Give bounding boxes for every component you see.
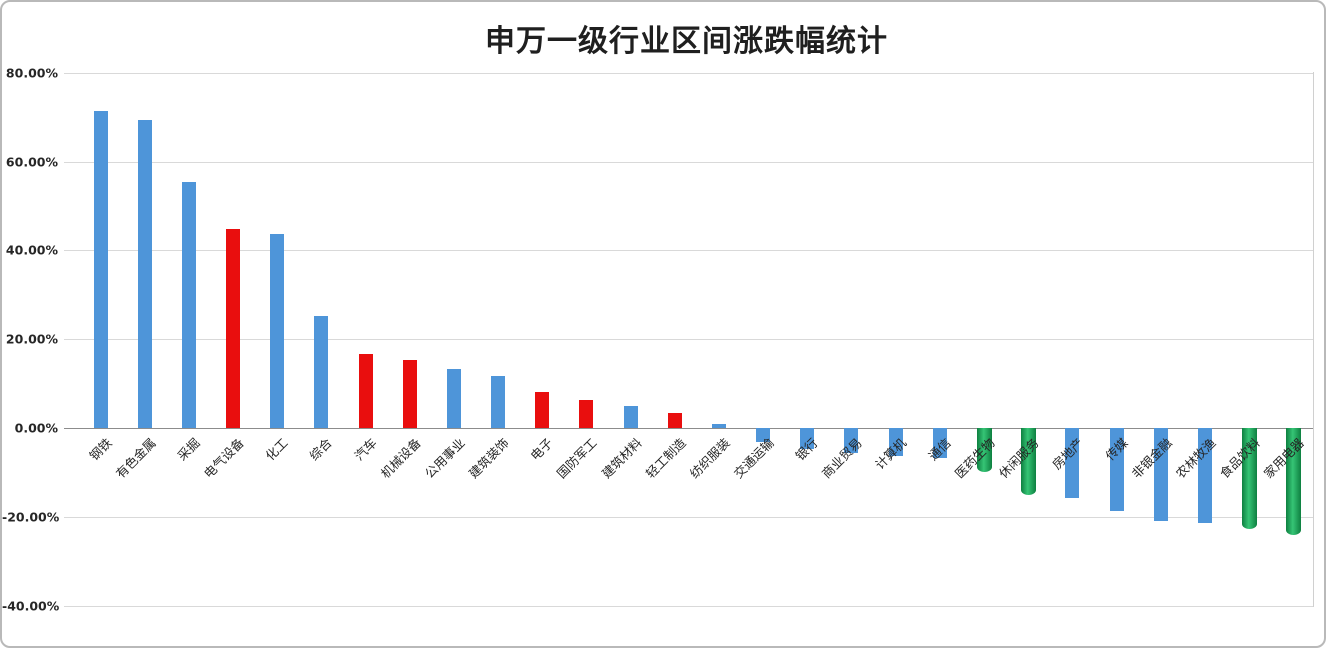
gridline xyxy=(64,161,1313,163)
x-axis-category-label: 纺织服装 xyxy=(686,435,733,482)
x-axis-category-label: 有色金属 xyxy=(112,435,159,482)
x-axis-category-label: 化工 xyxy=(262,435,292,464)
x-axis-category-label: 建筑材料 xyxy=(598,435,645,482)
y-axis-tick-label: 40.00% xyxy=(5,242,58,258)
chart-bar xyxy=(1242,428,1258,530)
chart-bar xyxy=(623,406,638,428)
chart-bar xyxy=(800,428,815,450)
x-axis-category-label: 轻工制造 xyxy=(642,435,689,482)
chart-bar xyxy=(977,428,992,473)
chart-bar xyxy=(93,110,108,428)
x-axis-category-label: 电气设备 xyxy=(200,435,247,482)
chart-bar xyxy=(888,428,903,456)
chart-bar xyxy=(226,229,241,428)
chart-bar xyxy=(711,423,726,428)
x-axis-category-label: 国防军工 xyxy=(554,435,601,482)
chart-bar xyxy=(756,428,771,443)
chart-bar xyxy=(446,368,461,428)
chart-bar xyxy=(137,119,152,428)
x-axis-category-label: 机械设备 xyxy=(377,435,424,482)
chart-bar xyxy=(181,182,196,428)
x-axis-category-label: 公用事业 xyxy=(421,435,468,482)
chart-bar xyxy=(667,413,682,428)
gridline xyxy=(64,339,1313,341)
chart-bar xyxy=(270,233,285,428)
x-axis-category-label: 电子 xyxy=(527,435,557,464)
x-axis-category-label: 通信 xyxy=(925,435,954,464)
chart-bar xyxy=(1286,428,1302,535)
x-axis-category-label: 钢铁 xyxy=(86,435,115,464)
x-axis-category-label: 农林牧渔 xyxy=(1172,435,1219,482)
chart-bar xyxy=(358,353,373,428)
chart-bar xyxy=(1197,428,1212,524)
gridline xyxy=(64,516,1313,518)
y-axis-tick-label: 0.00% xyxy=(14,420,58,436)
x-axis-category-label: 非银金融 xyxy=(1128,435,1175,482)
chart-bar xyxy=(932,428,947,459)
chart-bar xyxy=(1153,428,1168,522)
chart-bar xyxy=(491,375,506,428)
chart-bar xyxy=(844,428,859,454)
chart-bar xyxy=(1109,428,1124,511)
gridline xyxy=(64,250,1313,252)
zero-axis-line xyxy=(64,428,1313,429)
chart-bar xyxy=(314,315,329,428)
chart-bar xyxy=(535,392,550,428)
chart-bar xyxy=(1065,428,1080,498)
y-axis-tick-label: -40.00% xyxy=(2,598,60,614)
y-axis-tick-label: -20.00% xyxy=(2,509,60,525)
y-axis-tick-label: 20.00% xyxy=(5,331,58,347)
chart-title: 申万一级行业区间涨跌幅统计 xyxy=(485,24,888,59)
chart-bar xyxy=(402,360,417,428)
x-axis-category-label: 交通运输 xyxy=(730,435,777,482)
x-axis-category-label: 采掘 xyxy=(174,435,203,464)
chart-bar xyxy=(1021,428,1037,495)
x-axis-category-label: 汽车 xyxy=(351,435,380,464)
x-axis-category-label: 建筑装饰 xyxy=(465,435,512,482)
gridline xyxy=(64,605,1313,607)
x-axis-category-label: 综合 xyxy=(306,435,336,464)
x-axis-category-label: 计算机 xyxy=(872,435,910,473)
y-axis-tick-label: 60.00% xyxy=(5,154,58,170)
x-axis-category-label: 商业贸易 xyxy=(819,435,866,482)
y-axis-tick-label: 80.00% xyxy=(5,65,58,81)
chart-bar xyxy=(579,400,594,428)
plot-right-border xyxy=(1313,72,1314,607)
x-axis-category-label: 银行 xyxy=(792,435,822,464)
x-axis-category-label: 传媒 xyxy=(1101,435,1131,464)
gridline xyxy=(64,72,1313,74)
